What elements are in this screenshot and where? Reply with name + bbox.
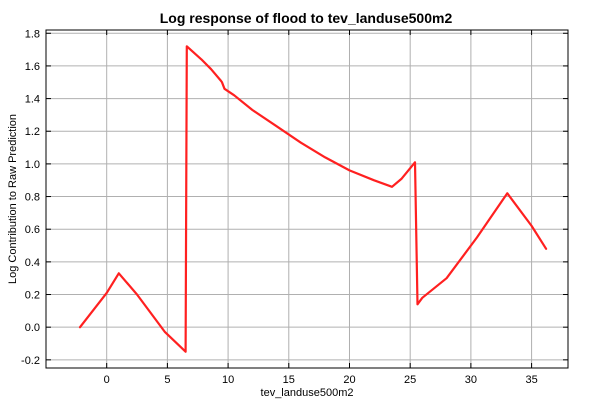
chart-title: Log response of flood to tev_landuse500m… — [159, 10, 453, 26]
x-tick-label: 20 — [343, 374, 355, 386]
x-tick-label: 25 — [404, 374, 416, 386]
y-tick-label: 0.6 — [25, 224, 40, 236]
y-tick-label: 0.8 — [25, 192, 40, 204]
x-tick-labels: 0 5 10 15 20 25 30 35 — [104, 374, 538, 386]
y-tick-labels: -0.2 0.0 0.2 0.4 0.6 0.8 1.0 1.2 1.4 1.6 1.8 — [21, 28, 40, 367]
x-tick-label: 15 — [283, 374, 295, 386]
x-axis-label: tev_landuse500m2 — [261, 387, 354, 399]
grid-lines — [46, 30, 568, 368]
x-tick-label: 10 — [222, 374, 234, 386]
x-tick-label: 0 — [104, 374, 110, 386]
series-line — [78, 45, 548, 353]
y-tick-label: 1.0 — [25, 159, 40, 171]
y-tick-label: 1.4 — [25, 94, 40, 106]
y-tick-label: 1.2 — [25, 126, 40, 138]
y-tick-label: 0.4 — [25, 257, 40, 269]
tick-marks — [46, 30, 568, 368]
y-tick-label: 0.2 — [25, 290, 40, 302]
y-tick-label: 1.8 — [25, 28, 40, 40]
y-tick-label: -0.2 — [21, 355, 40, 367]
x-tick-label: 5 — [164, 374, 170, 386]
x-tick-label: 35 — [525, 374, 537, 386]
series-layer — [78, 45, 548, 353]
y-tick-label: 1.6 — [25, 61, 40, 73]
x-tick-label: 30 — [465, 374, 477, 386]
y-axis-label: Log Contribution to Raw Prediction — [7, 114, 19, 284]
plot-frame — [45, 29, 569, 369]
y-tick-label: 0.0 — [25, 322, 40, 334]
